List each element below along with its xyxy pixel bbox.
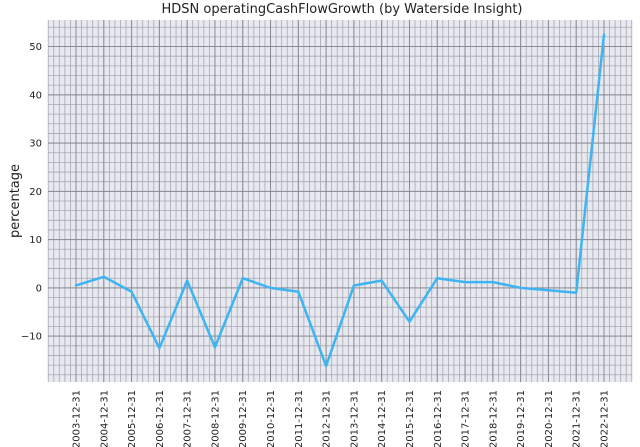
x-tick-label: 2015-12-31	[405, 390, 416, 447]
x-tick-label: 2018-12-31	[488, 390, 499, 447]
y-tick-label: 20	[29, 187, 42, 198]
y-tick-labels: −10 0 10 20 30 40 50	[21, 42, 42, 343]
x-tick-label: 2007-12-31	[183, 390, 194, 447]
y-tick-label: 10	[29, 235, 42, 246]
x-tick-label: 2017-12-31	[461, 390, 472, 447]
x-tick-label: 2014-12-31	[377, 390, 388, 447]
x-tick-label: 2005-12-31	[127, 390, 138, 447]
x-tick-label: 2010-12-31	[266, 390, 277, 447]
y-tick-label: 50	[29, 42, 42, 53]
y-tick-label: −10	[21, 332, 42, 343]
x-tick-label: 2019-12-31	[516, 390, 527, 447]
chart-title: HDSN operatingCashFlowGrowth (by Watersi…	[162, 2, 523, 17]
y-tick-label: 0	[36, 283, 42, 294]
major-grid	[48, 20, 632, 382]
y-tick-label: 40	[29, 90, 42, 101]
x-tick-label: 2006-12-31	[155, 390, 166, 447]
y-tick-label: 30	[29, 139, 42, 150]
series-line	[74, 33, 606, 368]
x-tick-label: 2021-12-31	[572, 390, 583, 447]
x-tick-labels: 2003-12-31 2004-12-31 2005-12-31 2006-12-31…	[72, 390, 611, 447]
x-tick-label: 2004-12-31	[99, 390, 110, 447]
x-tick-label: 2012-12-31	[322, 390, 333, 447]
x-tick-label: 2020-12-31	[544, 390, 555, 447]
series-layer	[74, 33, 606, 368]
y-axis-label: percentage	[8, 164, 23, 238]
x-tick-label: 2008-12-31	[210, 390, 221, 447]
x-tick-label: 2009-12-31	[238, 390, 249, 447]
x-tick-label: 2022-12-31	[600, 390, 611, 447]
x-tick-label: 2003-12-31	[72, 390, 83, 447]
x-tick-label: 2011-12-31	[294, 390, 305, 447]
x-tick-label: 2013-12-31	[349, 390, 360, 447]
x-tick-label: 2016-12-31	[433, 390, 444, 447]
